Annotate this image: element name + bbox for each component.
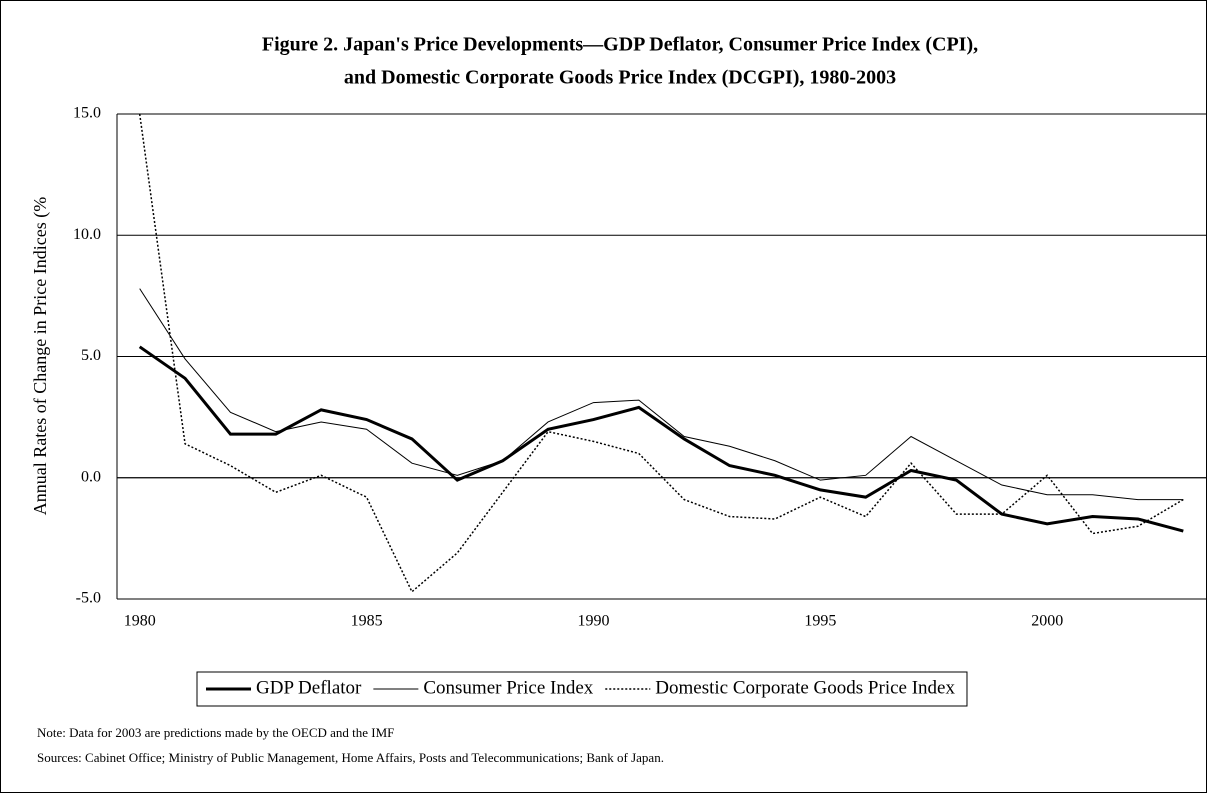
legend: GDP Deflator Consumer Price Index Domestic… [196,671,968,707]
y-axis-label: Annual Rates of Change in Price Indices … [30,197,51,515]
note: Note: Data for 2003 are predictions made… [37,725,394,740]
legend-label: Domestic Corporate Goods Price Index [655,677,955,698]
x-tick-label: 1985 [351,613,383,630]
y-tick-label: 15.0 [73,105,101,122]
x-tick-label: 1995 [804,613,836,630]
legend-label: Consumer Price Index [423,677,593,698]
y-tick-label: 5.0 [81,347,101,364]
note: Sources: Cabinet Office; Ministry of Pub… [37,750,664,765]
x-tick-label: 2000 [1031,613,1063,630]
series-line [138,345,1184,533]
chart-title: Figure 2. Japan's Price Developments—GDP… [262,34,978,56]
legend-label: GDP Deflator [256,677,362,698]
x-tick-label: 1980 [124,613,156,630]
y-tick-label: 10.0 [73,226,101,243]
x-tick-label: 1990 [577,613,609,630]
series-line [138,113,1184,593]
legend-box [196,671,968,707]
y-tick-label: -5.0 [76,590,101,607]
y-tick-label: 0.0 [81,468,101,485]
series-line [139,288,1184,501]
chart-title: and Domestic Corporate Goods Price Index… [344,67,896,89]
